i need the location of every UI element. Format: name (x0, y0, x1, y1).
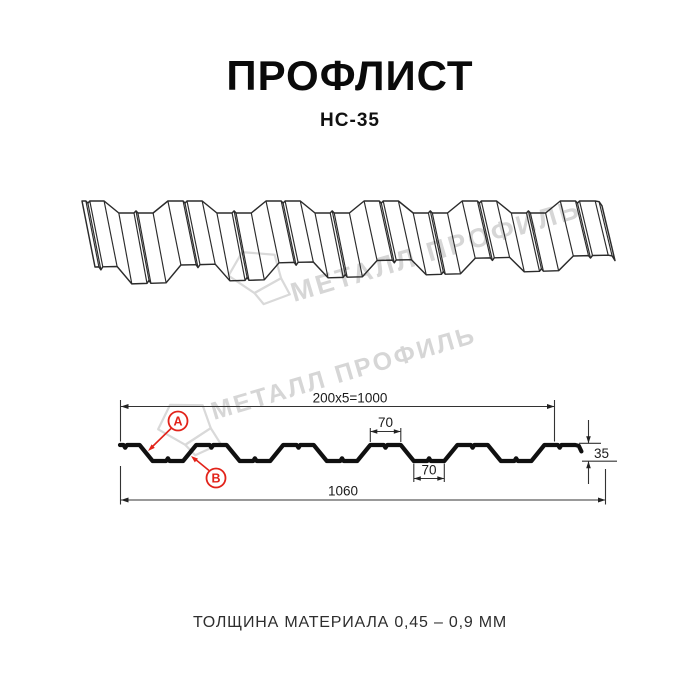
callout-b-label: В (211, 472, 220, 486)
dimension-label: 70 (378, 415, 393, 430)
header: ПРОФЛИСТ НС-35 (0, 52, 700, 132)
dimension-height: 35 (579, 420, 617, 484)
callout-a-circle (167, 410, 189, 432)
dimension-working-width: 200x5=1000 (119, 391, 556, 442)
material-thickness-note: ТОЛЩИНА МАТЕРИАЛА 0,45 – 0,9 ММ (192, 614, 508, 631)
callout-b-circle (205, 467, 227, 489)
dimension-label: 1060 (328, 484, 358, 499)
footer: ТОЛЩИНА МАТЕРИАЛА 0,45 – 0,9 ММ (0, 614, 700, 632)
callout-b-arrowhead (191, 456, 198, 463)
page-title: ПРОФЛИСТ (226, 52, 474, 99)
dimension-overall-width: 1060 (119, 466, 607, 505)
dimension-crest-width: 70 (369, 415, 402, 442)
callout-b: В (191, 456, 227, 489)
callout-a-arrow (151, 427, 172, 448)
profile-model: НС-35 (320, 110, 380, 131)
dimension-label: 200x5=1000 (313, 391, 388, 406)
watermark-text: МЕТАЛЛ ПРОФИЛЬ (208, 321, 480, 426)
profile-3d-sheet-lines (81, 200, 616, 285)
callout-b-arrow (194, 458, 210, 472)
callout-a: А (148, 410, 189, 451)
callout-a-label: А (173, 415, 182, 429)
profile-cross-section (117, 442, 584, 464)
dimension-valley-width: 70 (413, 463, 445, 482)
callout-a-arrowhead (148, 444, 155, 451)
dimension-label: 35 (594, 446, 609, 461)
dimension-label: 70 (421, 463, 436, 478)
